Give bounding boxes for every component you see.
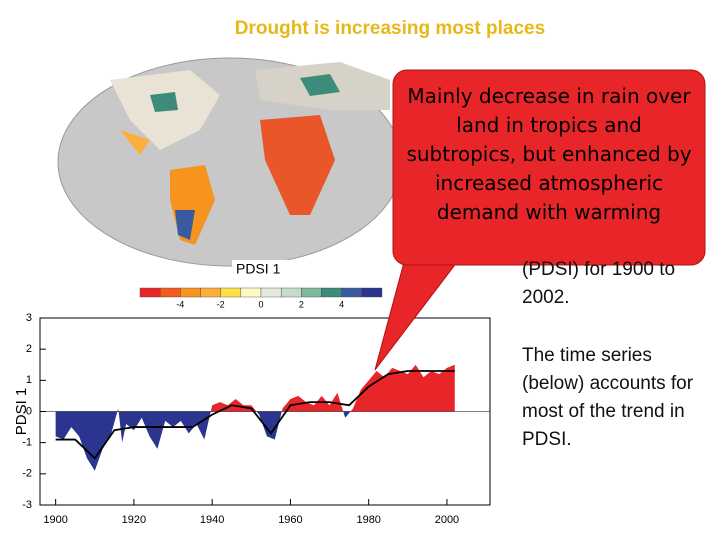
y-tick-label: 0 [26, 405, 32, 417]
colorbar-swatch [280, 287, 302, 298]
land-africa [260, 115, 335, 215]
colorbar-tick-label: 0 [258, 299, 263, 309]
colorbar-swatch [361, 287, 383, 298]
colorbar-swatch [321, 287, 342, 298]
colorbar-swatch [180, 287, 201, 298]
world-map: PDSI 1 [57, 57, 403, 278]
x-tick-label: 1980 [356, 514, 380, 526]
time-series: -3 -2 -1 0 1 2 3 1900 1920 1940 1960 1980 2000 PDSI 1 [13, 312, 491, 526]
land-dry-patch [120, 130, 150, 155]
colorbar-swatch [139, 287, 161, 298]
colorbar: -4 -2 0 2 4 [139, 287, 383, 309]
colorbar-swatch [159, 287, 181, 298]
x-tick-label: 1940 [200, 514, 224, 526]
y-axis-label: PDSI 1 [13, 388, 30, 436]
colorbar-swatch [260, 287, 282, 298]
smoothed-line [55, 370, 455, 460]
colorbar-swatch [200, 287, 221, 298]
land-wet-patch [150, 92, 178, 112]
colorbar-tick-label: 2 [299, 299, 304, 309]
slide-title: Drought is increasing most places [234, 18, 546, 39]
area-positive [55, 364, 455, 412]
y-tick-label: -2 [22, 468, 32, 480]
x-tick-label: 1920 [122, 514, 146, 526]
colorbar-swatch [301, 287, 322, 298]
x-tick-label: 1900 [43, 514, 67, 526]
x-tick-label: 2000 [435, 514, 459, 526]
y-tick-label: 3 [26, 312, 32, 324]
colorbar-tick-label: -2 [217, 299, 225, 309]
land-south-america-wet [175, 210, 195, 240]
body-text: (PDSI) for 1900 to 2002. [522, 259, 676, 308]
y-tick-label: 1 [26, 374, 32, 386]
y-tick-label: 2 [26, 343, 32, 355]
y-tick-label: -3 [22, 499, 32, 511]
map-label: PDSI 1 [236, 261, 281, 277]
callout-text: Mainly decrease in rain over land in tro… [406, 84, 692, 224]
body-text: The time series (below) accounts for mos… [522, 345, 694, 450]
colorbar-swatch [341, 287, 363, 298]
colorbar-tick-label: -4 [176, 299, 184, 309]
x-tick-label: 1960 [278, 514, 302, 526]
y-tick-label: -1 [22, 437, 32, 449]
land-wet-patch [300, 74, 340, 96]
callout-box [392, 69, 706, 266]
colorbar-swatch [220, 287, 242, 298]
colorbar-tick-label: 4 [339, 299, 344, 309]
map-label-box [232, 260, 292, 278]
colorbar-swatch [240, 287, 262, 298]
